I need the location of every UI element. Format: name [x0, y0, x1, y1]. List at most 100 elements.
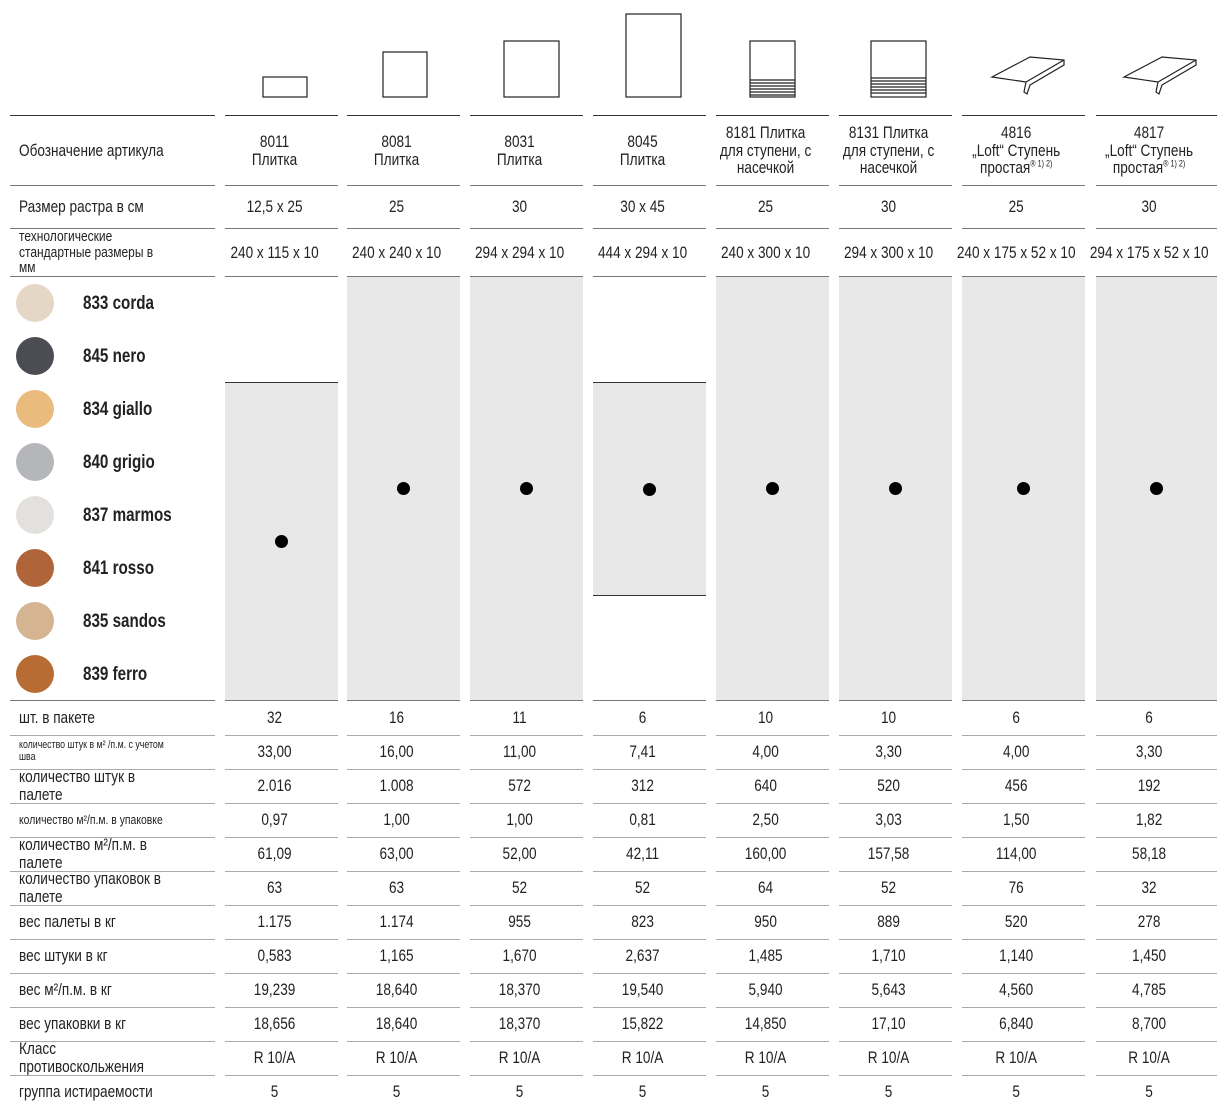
cell-text: 240 x 115 x 10	[224, 243, 326, 262]
cell-text: 8011 Плитка	[224, 132, 326, 169]
table-cell: Обозначение артикула	[19, 116, 209, 185]
row-value: 1,670	[502, 946, 537, 966]
table-cell: 5	[962, 1075, 1085, 1103]
availability-dot	[1150, 482, 1163, 495]
cell-text: Класс противоскольжения	[19, 1040, 179, 1076]
row-value: 76	[1008, 878, 1024, 898]
row-divider	[962, 803, 1085, 804]
row-divider	[593, 837, 706, 838]
table-cell: 444 x 294 x 10	[593, 229, 706, 276]
table-cell: 5,940	[716, 973, 829, 1007]
row-divider	[962, 735, 1085, 736]
table-cell: 10	[839, 701, 952, 735]
color-swatch	[16, 284, 54, 322]
table-cell: 18,640	[347, 1007, 460, 1041]
cell-text: 5	[715, 1083, 817, 1101]
grid-size: 30 x 45	[620, 197, 665, 217]
cell-text: 520	[838, 777, 940, 795]
row-value: 5	[1012, 1082, 1020, 1102]
availability-dot	[397, 482, 410, 495]
table-cell: 0,97	[225, 803, 338, 837]
cell-text: 833 corda	[83, 293, 195, 314]
cell-text: 15,822	[592, 1015, 694, 1033]
availability-dot	[643, 482, 656, 496]
cell-text: 841 rosso	[83, 558, 195, 579]
table-cell: 8011 Плитка	[225, 116, 338, 185]
table-cell: 8131 Плитка для ступени, с насечкой	[839, 116, 952, 185]
cell-text: 63	[346, 879, 448, 897]
tile-size: 444 x 294 x 10	[597, 242, 688, 262]
table-cell: технологические стандартные размеры в мм	[19, 229, 209, 276]
cell-text: 1.008	[346, 777, 448, 795]
row-value: 0,97	[261, 810, 288, 830]
grid-size: 30	[1141, 197, 1157, 217]
table-cell: 32	[1096, 871, 1217, 905]
row-divider	[1096, 769, 1217, 770]
table-cell: 16	[347, 701, 460, 735]
article-code: 8181	[725, 122, 756, 142]
row-divider	[962, 769, 1085, 770]
row-divider	[839, 276, 952, 277]
row-divider	[225, 769, 338, 770]
row-divider	[225, 905, 338, 906]
cell-text: 3,03	[838, 811, 940, 829]
grid-size: 25	[388, 197, 404, 217]
table-cell: 52	[593, 871, 706, 905]
row-divider	[839, 1075, 952, 1076]
table-cell: 32	[225, 701, 338, 735]
cell-text: 30 x 45	[592, 198, 694, 216]
article-note: ® 1) 2)	[1029, 158, 1053, 169]
table-cell: количество м²/п.м. в палете	[19, 836, 219, 872]
cell-text: 1,165	[346, 947, 448, 965]
cell-text: 1,00	[346, 811, 448, 829]
row-divider	[347, 1075, 460, 1076]
table-cell: R 10/A	[347, 1041, 460, 1075]
cell-text: 5,940	[715, 981, 817, 999]
row-divider	[962, 1007, 1085, 1008]
row-divider	[593, 871, 706, 872]
row-label: Класс противоскольжения	[19, 1039, 144, 1076]
row-divider	[347, 769, 460, 770]
table-cell: 19,239	[225, 973, 338, 1007]
cell-text: 18,640	[346, 981, 448, 999]
cell-text: 52	[469, 879, 571, 897]
row-divider	[593, 185, 706, 186]
cell-text: 25	[715, 198, 817, 216]
header-label: технологические стандартные размеры в мм	[19, 227, 154, 277]
cell-text: Размер растра в см	[19, 198, 171, 216]
row-divider	[593, 939, 706, 940]
cell-text: 845 nero	[83, 346, 195, 367]
cell-text: технологические стандартные размеры в мм	[19, 229, 171, 276]
cell-text: 3,30	[838, 743, 940, 761]
row-label: вес палеты в кг	[19, 912, 116, 932]
row-divider	[347, 905, 460, 906]
row-divider	[593, 228, 706, 229]
row-value: 2,637	[625, 946, 660, 966]
row-divider	[10, 700, 215, 701]
row-value: 63	[266, 878, 282, 898]
cell-text: 0,81	[592, 811, 694, 829]
cell-text: 63	[224, 879, 326, 897]
table-cell: 19,540	[593, 973, 706, 1007]
table-cell: 0,81	[593, 803, 706, 837]
table-cell: R 10/A	[1096, 1041, 1217, 1075]
row-value: 0,583	[257, 946, 292, 966]
row-divider	[716, 769, 829, 770]
row-value: 4,785	[1131, 980, 1166, 1000]
cell-text: количество упаковок в палете	[19, 870, 179, 906]
row-value: 42,11	[625, 844, 659, 864]
row-value: 1.175	[257, 912, 292, 932]
cell-text: вес м²/п.м. в кг	[19, 981, 179, 999]
row-divider	[593, 382, 706, 383]
cell-text: R 10/A	[224, 1049, 326, 1067]
tile-size: 294 x 294 x 10	[474, 242, 565, 262]
cell-text: 1,710	[838, 947, 940, 965]
cell-text: 2.016	[224, 777, 326, 795]
row-divider	[962, 185, 1085, 186]
cell-text: 19,540	[592, 981, 694, 999]
cell-text: R 10/A	[838, 1049, 940, 1067]
row-value: 5	[1145, 1082, 1153, 1102]
table-cell: 63	[225, 871, 338, 905]
row-value: 5	[392, 1082, 401, 1102]
row-value: 10	[757, 708, 773, 728]
